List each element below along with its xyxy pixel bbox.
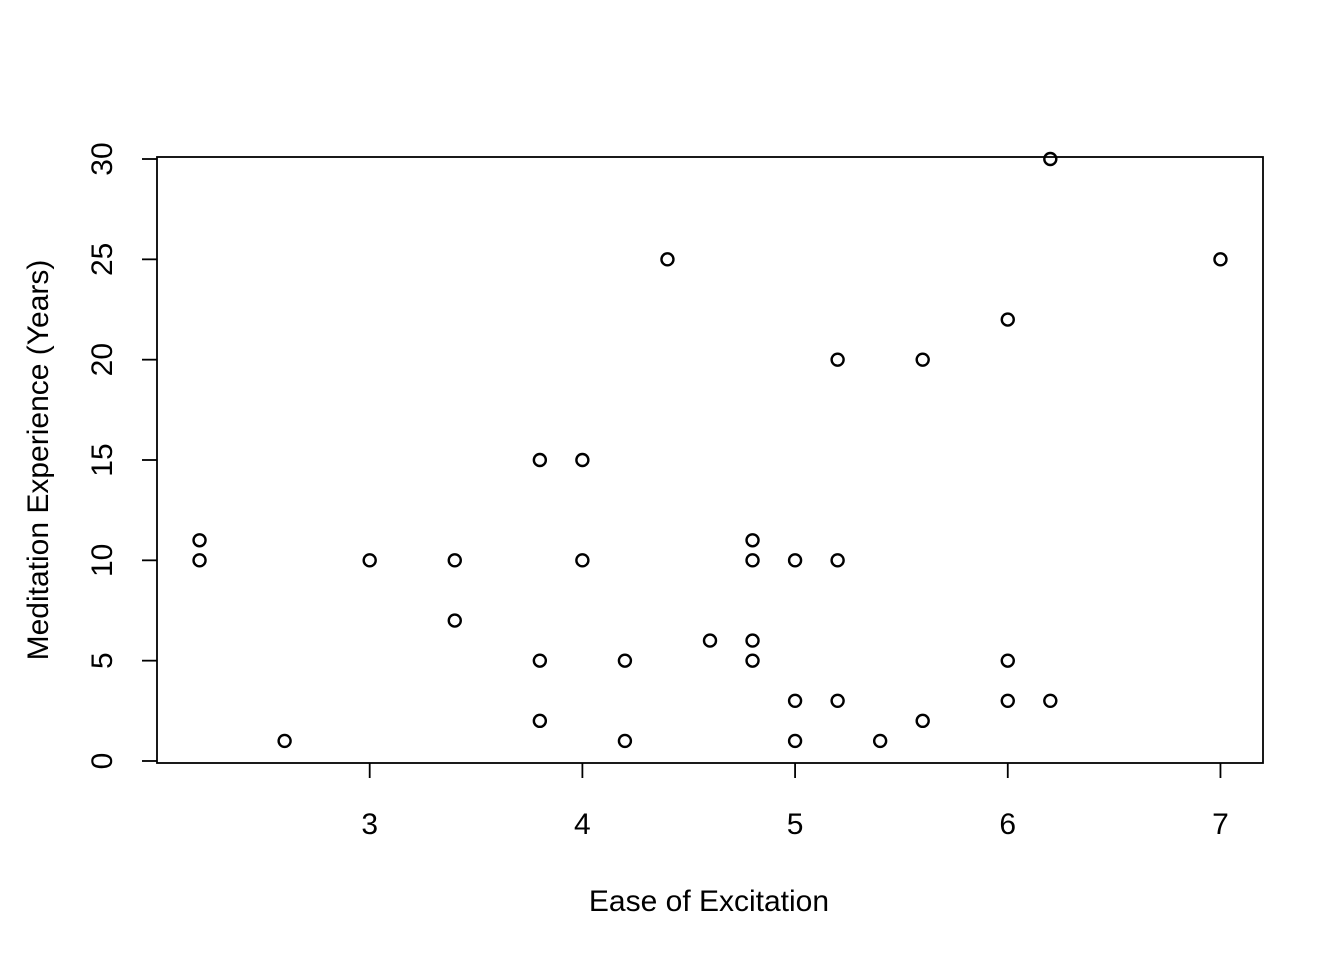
- x-axis: 3 4 5 6 7: [361, 763, 1229, 841]
- data-point: [447, 553, 462, 568]
- x-axis-title: Ease of Excitation: [589, 885, 829, 918]
- data-point: [617, 653, 633, 668]
- data-point: [787, 693, 803, 708]
- data-point: [532, 452, 548, 468]
- data-point: [915, 352, 930, 367]
- data-point: [787, 553, 803, 568]
- x-tick-label: 5: [787, 808, 804, 841]
- x-tick-label: 6: [999, 808, 1016, 841]
- data-point: [192, 553, 207, 568]
- data-point: [872, 733, 888, 749]
- data-point: [277, 733, 292, 749]
- data-points: [192, 151, 1228, 749]
- data-point: [447, 613, 462, 628]
- plot-frame: [156, 156, 1264, 764]
- data-point: [1000, 693, 1015, 708]
- y-tick-label: 5: [86, 652, 119, 669]
- data-point: [1213, 252, 1228, 267]
- data-point: [830, 553, 845, 568]
- y-tick-label: 15: [86, 443, 119, 476]
- y-tick-label: 10: [86, 544, 119, 577]
- x-tick-label: 3: [361, 808, 378, 841]
- data-point: [702, 633, 718, 648]
- data-point: [532, 713, 548, 729]
- y-tick-label: 30: [86, 142, 119, 175]
- data-point: [575, 553, 590, 568]
- data-point: [915, 713, 930, 729]
- data-point: [745, 553, 760, 568]
- y-tick-label: 25: [86, 243, 119, 276]
- data-point: [575, 452, 590, 468]
- x-tick-label: 4: [574, 808, 591, 841]
- y-tick-label: 20: [86, 343, 119, 376]
- data-point: [745, 533, 760, 548]
- data-point: [532, 653, 548, 668]
- data-point: [1000, 312, 1015, 327]
- data-point: [830, 352, 845, 367]
- data-point: [787, 733, 803, 749]
- data-point: [1043, 151, 1058, 167]
- y-tick-label: 0: [86, 753, 119, 770]
- data-point: [192, 533, 207, 548]
- data-point: [660, 252, 675, 267]
- x-tick-label: 7: [1212, 808, 1229, 841]
- data-point: [617, 733, 633, 749]
- y-axis: 0 5 10 15 20 25 30: [86, 142, 157, 769]
- data-point: [745, 653, 760, 668]
- data-point: [362, 553, 377, 568]
- data-point: [830, 693, 845, 708]
- data-point: [745, 633, 760, 648]
- y-axis-title: Meditation Experience (Years): [22, 260, 55, 661]
- data-point: [1043, 693, 1058, 708]
- data-point: [1000, 653, 1015, 668]
